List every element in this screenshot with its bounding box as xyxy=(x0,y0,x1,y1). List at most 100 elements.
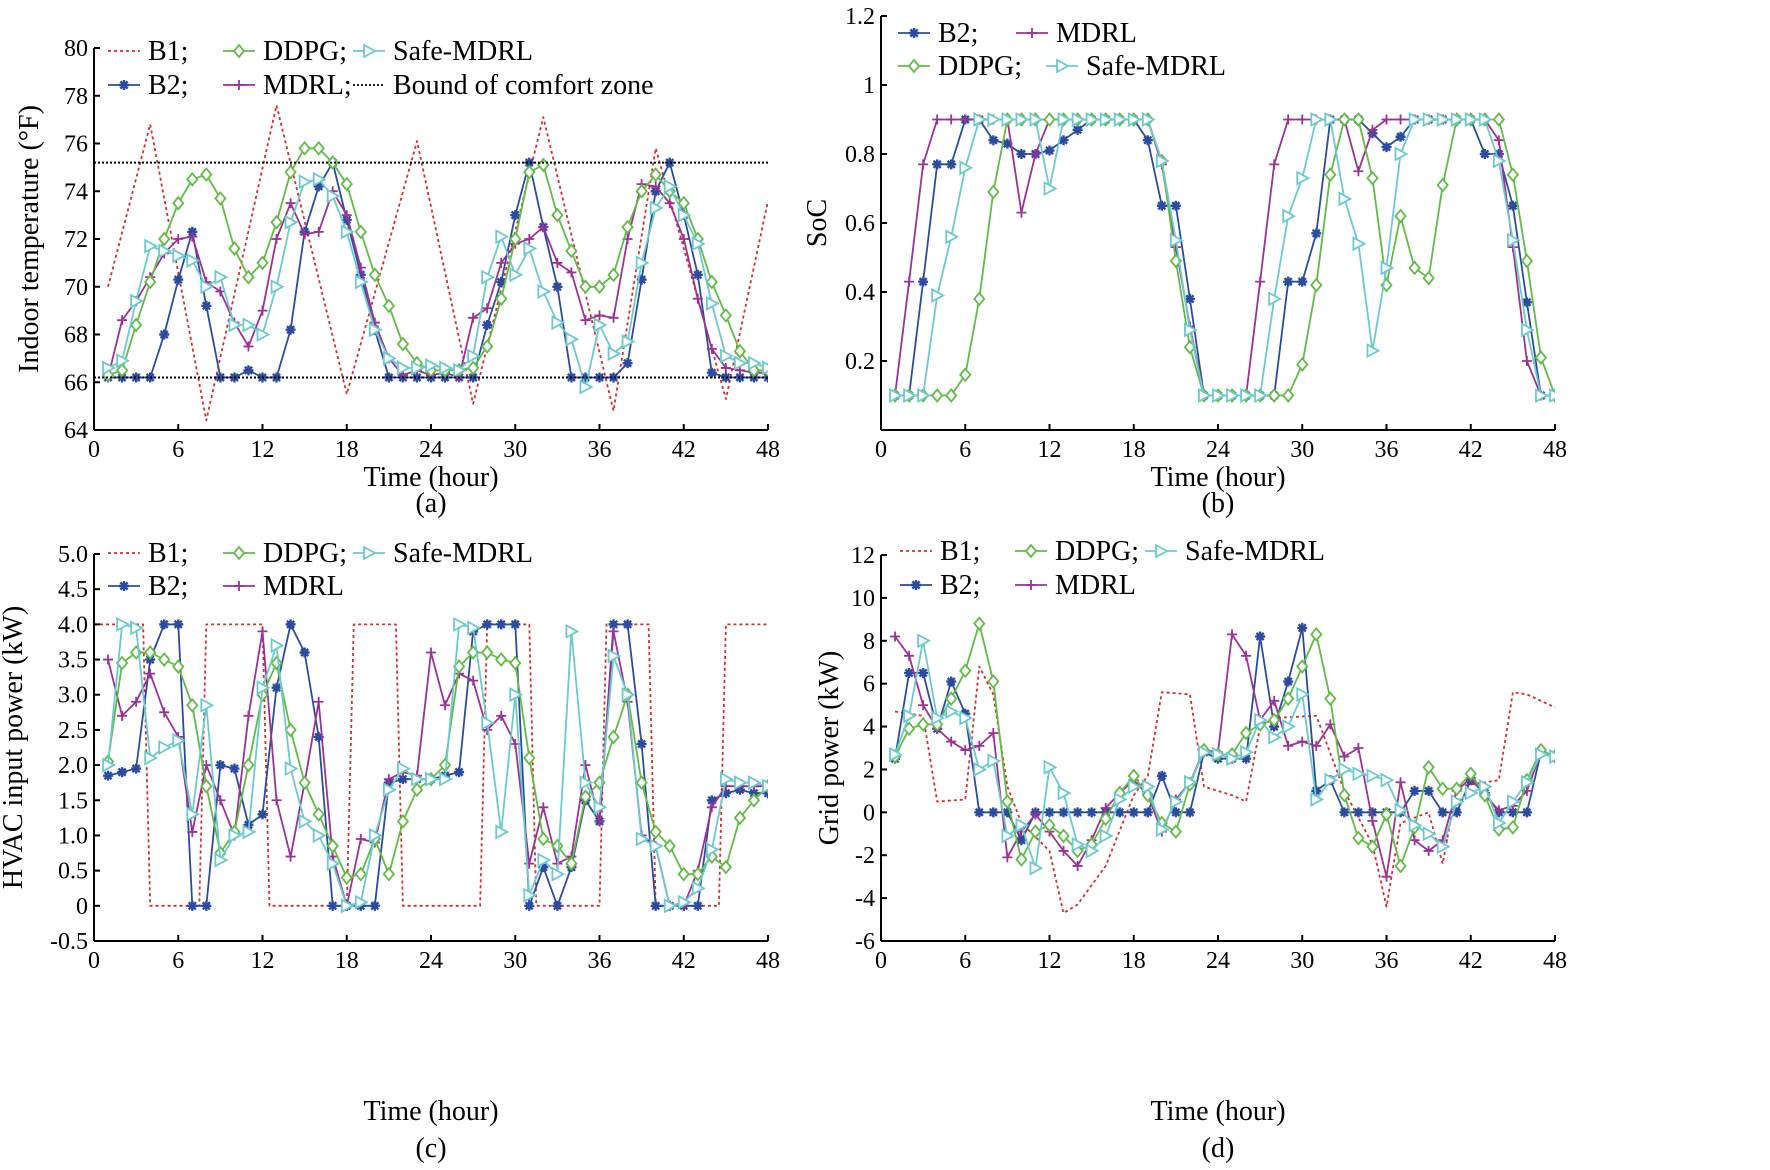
series-b1 xyxy=(894,665,1555,914)
data-point xyxy=(1156,770,1167,781)
x-tick-label: 6 xyxy=(959,437,971,463)
data-point xyxy=(692,293,703,304)
data-point xyxy=(1338,787,1351,803)
data-point xyxy=(214,852,229,868)
data-point xyxy=(1367,807,1378,818)
data-point xyxy=(663,898,678,914)
data-point xyxy=(1029,111,1044,128)
data-point xyxy=(509,231,522,247)
data-point xyxy=(1464,785,1479,801)
data-point xyxy=(706,802,717,813)
data-point xyxy=(1268,291,1283,307)
data-point xyxy=(481,715,496,731)
data-point xyxy=(1395,777,1406,788)
data-point xyxy=(988,135,999,146)
series-safe-mdrl xyxy=(889,633,1555,876)
data-point xyxy=(173,619,184,630)
data-point xyxy=(904,276,915,287)
data-point xyxy=(312,806,325,822)
data-point xyxy=(1241,650,1252,661)
x-tick-label: 36 xyxy=(588,437,612,463)
legend-entry-mdrl: MDRL; xyxy=(223,70,352,101)
data-point xyxy=(1521,356,1532,366)
data-point xyxy=(537,831,550,847)
data-point xyxy=(1267,388,1281,403)
data-point xyxy=(607,346,622,362)
data-point xyxy=(1296,357,1309,372)
data-point xyxy=(524,900,535,911)
x-tick-label: 18 xyxy=(335,948,359,974)
x-axis-label: Time (hour) xyxy=(1150,462,1285,493)
data-point xyxy=(1015,852,1028,867)
legend-label: Safe-MDRL xyxy=(1185,536,1325,567)
data-point xyxy=(1436,177,1449,193)
x-tick-label: 12 xyxy=(1038,948,1062,974)
data-point xyxy=(271,795,282,806)
data-point xyxy=(340,224,355,240)
y-tick-label: 0.5 xyxy=(58,859,88,885)
legend: B1; DDPG; Safe-MDRL B2; MDRL xyxy=(108,538,533,602)
data-point xyxy=(1240,387,1254,404)
data-point xyxy=(1297,114,1308,125)
data-point xyxy=(973,761,988,777)
data-point xyxy=(1311,228,1322,239)
data-point xyxy=(635,183,648,199)
legend-marker xyxy=(1056,58,1070,74)
data-point xyxy=(201,900,212,911)
data-point xyxy=(1015,111,1030,128)
data-point xyxy=(537,852,552,868)
data-point xyxy=(692,269,703,280)
data-point xyxy=(917,633,932,649)
data-point xyxy=(1310,111,1325,128)
data-point xyxy=(242,269,255,285)
data-point xyxy=(1071,836,1086,853)
y-tick-label: 3.0 xyxy=(58,683,88,709)
data-point xyxy=(580,760,591,771)
data-point xyxy=(313,226,324,237)
data-point xyxy=(1002,807,1013,818)
data-point xyxy=(410,782,424,798)
legend-label: B2; xyxy=(938,18,978,49)
data-point xyxy=(186,806,201,822)
data-point xyxy=(130,620,145,636)
data-point xyxy=(946,736,957,747)
data-point xyxy=(748,355,762,371)
y-tick-label: 4 xyxy=(863,715,875,741)
data-point xyxy=(1001,794,1014,810)
y-tick-label: 74 xyxy=(64,179,88,205)
data-point xyxy=(538,802,549,813)
data-point xyxy=(987,674,1000,689)
data-point xyxy=(1520,253,1534,269)
y-tick-label: 5.0 xyxy=(58,542,88,568)
data-point xyxy=(1506,794,1521,810)
y-tick-label: 0.2 xyxy=(845,349,875,375)
data-point xyxy=(524,157,535,168)
data-point xyxy=(186,171,199,187)
data-point xyxy=(762,778,768,794)
data-point xyxy=(1549,749,1555,765)
data-point xyxy=(1534,350,1548,365)
y-tick-label: 1.5 xyxy=(58,788,88,814)
data-point xyxy=(1366,170,1379,186)
data-point xyxy=(1002,852,1013,863)
data-point xyxy=(1394,858,1407,874)
data-point xyxy=(663,838,676,854)
y-tick-label: 2.0 xyxy=(58,753,88,779)
y-tick-label: -0.5 xyxy=(50,929,88,955)
data-point xyxy=(1352,236,1367,252)
data-point xyxy=(523,750,536,766)
x-tick-label: 18 xyxy=(1122,948,1146,974)
data-point xyxy=(537,284,552,300)
data-point xyxy=(396,336,410,352)
data-point xyxy=(719,859,733,875)
data-point xyxy=(496,619,507,630)
data-point xyxy=(214,269,229,285)
data-point xyxy=(904,650,915,661)
data-point xyxy=(256,680,271,696)
data-point xyxy=(551,315,566,331)
data-point xyxy=(1311,785,1322,796)
data-point xyxy=(102,757,116,773)
data-point xyxy=(889,746,903,762)
data-point xyxy=(649,824,662,840)
